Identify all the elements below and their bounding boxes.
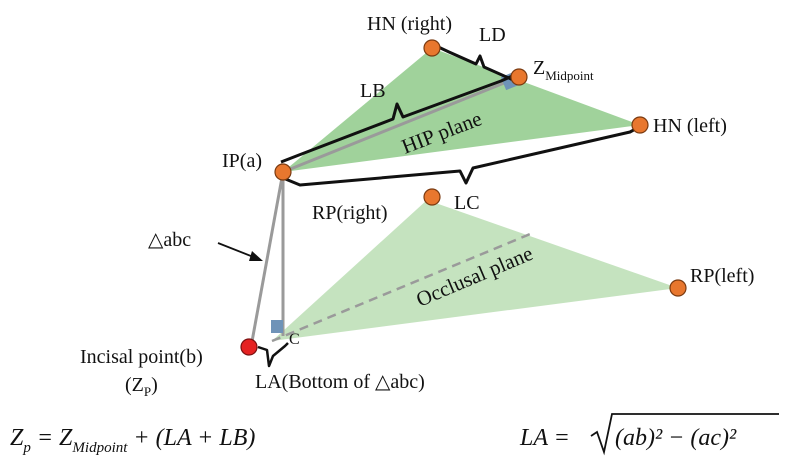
triangle-abc-arrowhead [249,251,263,261]
hn-right-point [423,39,441,57]
c-label: C [289,331,300,348]
z-midpoint-point [510,68,528,86]
rp-right-point [423,188,441,206]
triangle-abc-label: △abc [148,229,191,251]
lc-bracket [282,124,642,187]
hip-plane-region [283,48,640,172]
rp-left-label: RP(left) [690,265,754,287]
hn-left-label: HN (left) [653,115,727,137]
ip-a-point [274,163,292,181]
lc-label: LC [454,192,480,214]
equation-la-radicand: (ab)² − (ac)² [615,425,737,451]
ip-a-label: IP(a) [222,150,262,172]
line-ip-to-incisal [249,171,285,348]
incisal-point-b [240,338,258,356]
z-midpoint-label: ZMidpoint [533,57,594,83]
line-ip-to-midpoint [282,75,520,174]
lb-bracket [280,72,518,164]
zp-label: (ZP) [125,374,158,399]
sqrt-symbol [590,413,779,456]
equation-la: LA = [519,425,570,451]
hn-left-point [631,116,649,134]
rp-left-point [669,279,687,297]
occlusal-plane-region [272,200,678,341]
la-bracket [257,342,289,368]
incisal-point-label: Incisal point(b) [80,346,203,368]
rp-right-label: RP(right) [312,202,388,224]
right-angle-marker-c [271,320,283,333]
equation-zp: Zp = ZMidpoint + (LA + LB) [10,425,255,456]
hn-right-label: HN (right) [367,13,452,35]
la-bottom-label: LA(Bottom of △abc) [255,371,425,393]
lb-label: LB [360,80,386,102]
ld-label: LD [479,24,506,46]
occlusal-midline [271,230,536,343]
triangle-abc-arrow [217,242,257,259]
